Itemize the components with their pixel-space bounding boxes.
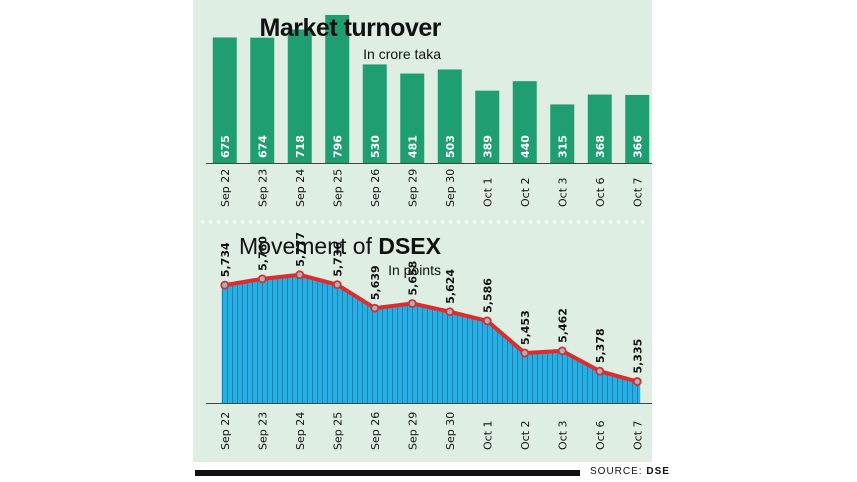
turnover-x-tick: Sep 25 [331,169,344,207]
turnover-bars: 675 674 718 796 530 481 503 389 440 315 368 366 [206,14,652,164]
dsex-value-label: 5,586 [481,278,494,313]
turnover-x-tick: Sep 29 [406,169,419,207]
turnover-x-tick: Sep 26 [369,169,382,207]
turnover-chart-subtitle: In crore taka [363,46,441,62]
turnover-bar-value: 530 [369,135,382,158]
dsex-x-tick: Oct 6 [594,420,607,450]
dsex-value-label: 5,639 [369,265,382,300]
dsex-x-tick: Sep 30 [444,412,457,450]
dsex-x-tick: Sep 26 [369,412,382,450]
turnover-bar-value: 389 [481,135,494,158]
dsex-value-label: 5,777 [294,232,307,267]
source-label: SOURCE: [590,466,643,477]
chart-panel: 675 674 718 796 530 481 503 389 440 315 368 366 Sep… [193,0,652,462]
turnover-bar-value: 366 [631,135,644,158]
turnover-bar-value: 675 [219,135,232,158]
dsex-value-label: 5,736 [331,242,344,277]
turnover-bar [587,94,612,163]
dsex-point [257,274,267,284]
dsex-point [520,348,530,358]
turnover-bar [287,29,312,164]
chart-canvas: 675 674 718 796 530 481 503 389 440 315 368 366 Sep… [201,14,652,450]
dsex-point [220,280,230,290]
turnover-bar-value: 674 [256,135,269,158]
dsex-point [370,303,380,313]
dsex-x-tick: Oct 1 [481,420,494,450]
source-rule [195,470,580,476]
dsex-point [332,280,342,290]
dsex-x-tick: Sep 25 [331,412,344,450]
turnover-bar-value: 796 [331,135,344,158]
turnover-bar-value: 481 [406,135,419,158]
dsex-x-tick: Oct 2 [519,420,532,450]
dsex-point [482,316,492,326]
dsex-area: 5,734 5,760 5,777 5,736 5,639 5,658 5,624 5,586… [206,232,652,404]
turnover-x-tick: Oct 1 [481,177,494,207]
dsex-value-label: 5,378 [594,328,607,363]
turnover-x-tick: Oct 6 [594,177,607,207]
turnover-chart-title: Market turnover [259,14,442,42]
source-credit: SOURCE: DSE [590,466,670,477]
dsex-x-tick: Sep 29 [406,412,419,450]
dsex-value-label: 5,335 [631,339,644,374]
turnover-x-tick: Sep 22 [219,169,232,207]
turnover-x-tick-labels: Sep 22 Sep 23 Sep 24 Sep 25 Sep 26 Sep 29 Sep … [219,169,645,207]
turnover-bar-value: 440 [519,135,532,158]
dsex-x-tick: Sep 22 [219,412,232,450]
dsex-point [595,366,605,376]
dsex-value-label: 5,734 [219,242,232,277]
turnover-bar [550,104,575,163]
turnover-bar [400,73,425,163]
turnover-x-tick: Oct 2 [519,177,532,207]
dsex-point [632,377,642,386]
dsex-x-tick: Sep 24 [294,412,307,450]
turnover-bar [362,64,387,163]
dsex-value-label: 5,624 [444,269,457,304]
dsex-point [407,299,417,308]
turnover-bar-value: 368 [594,135,607,158]
turnover-x-tick: Sep 23 [256,169,269,207]
dsex-value-label: 5,462 [556,308,569,343]
dsex-point [445,307,455,317]
turnover-bar [475,90,500,163]
dsex-title-prefix: Movement of [239,233,379,259]
turnover-bar [212,37,237,164]
turnover-x-tick: Sep 24 [294,169,307,207]
source-value: DSE [646,466,670,477]
turnover-bar [325,14,350,163]
dsex-area-fill [221,274,641,403]
turnover-bar [625,94,650,163]
turnover-bar [512,81,537,163]
dsex-value-label: 5,760 [256,236,269,271]
turnover-x-tick: Sep 30 [444,169,457,207]
dsex-line [224,272,638,384]
dsex-chart-title: Movement of DSEX [239,233,441,260]
dsex-value-label: 5,658 [406,261,419,296]
turnover-bar [437,69,462,163]
turnover-bar-value: 503 [444,135,457,158]
dsex-point [295,270,305,280]
dsex-x-tick: Oct 3 [556,420,569,450]
dsex-x-tick: Oct 7 [631,420,644,450]
turnover-bar-value: 315 [556,135,569,158]
turnover-bar-value: 718 [294,135,307,158]
dsex-x-tick: Sep 23 [256,412,269,450]
dsex-title-bold: DSEX [378,233,441,259]
dsex-value-label: 5,453 [519,310,532,345]
dsex-point [557,346,567,356]
turnover-x-tick: Oct 3 [556,177,569,207]
turnover-x-tick: Oct 7 [631,177,644,207]
dsex-x-tick-labels: Sep 22 Sep 23 Sep 24 Sep 25 Sep 26 Sep 29 Sep … [219,412,645,450]
turnover-bar [250,37,275,163]
dsex-chart-subtitle: In points [388,262,441,278]
